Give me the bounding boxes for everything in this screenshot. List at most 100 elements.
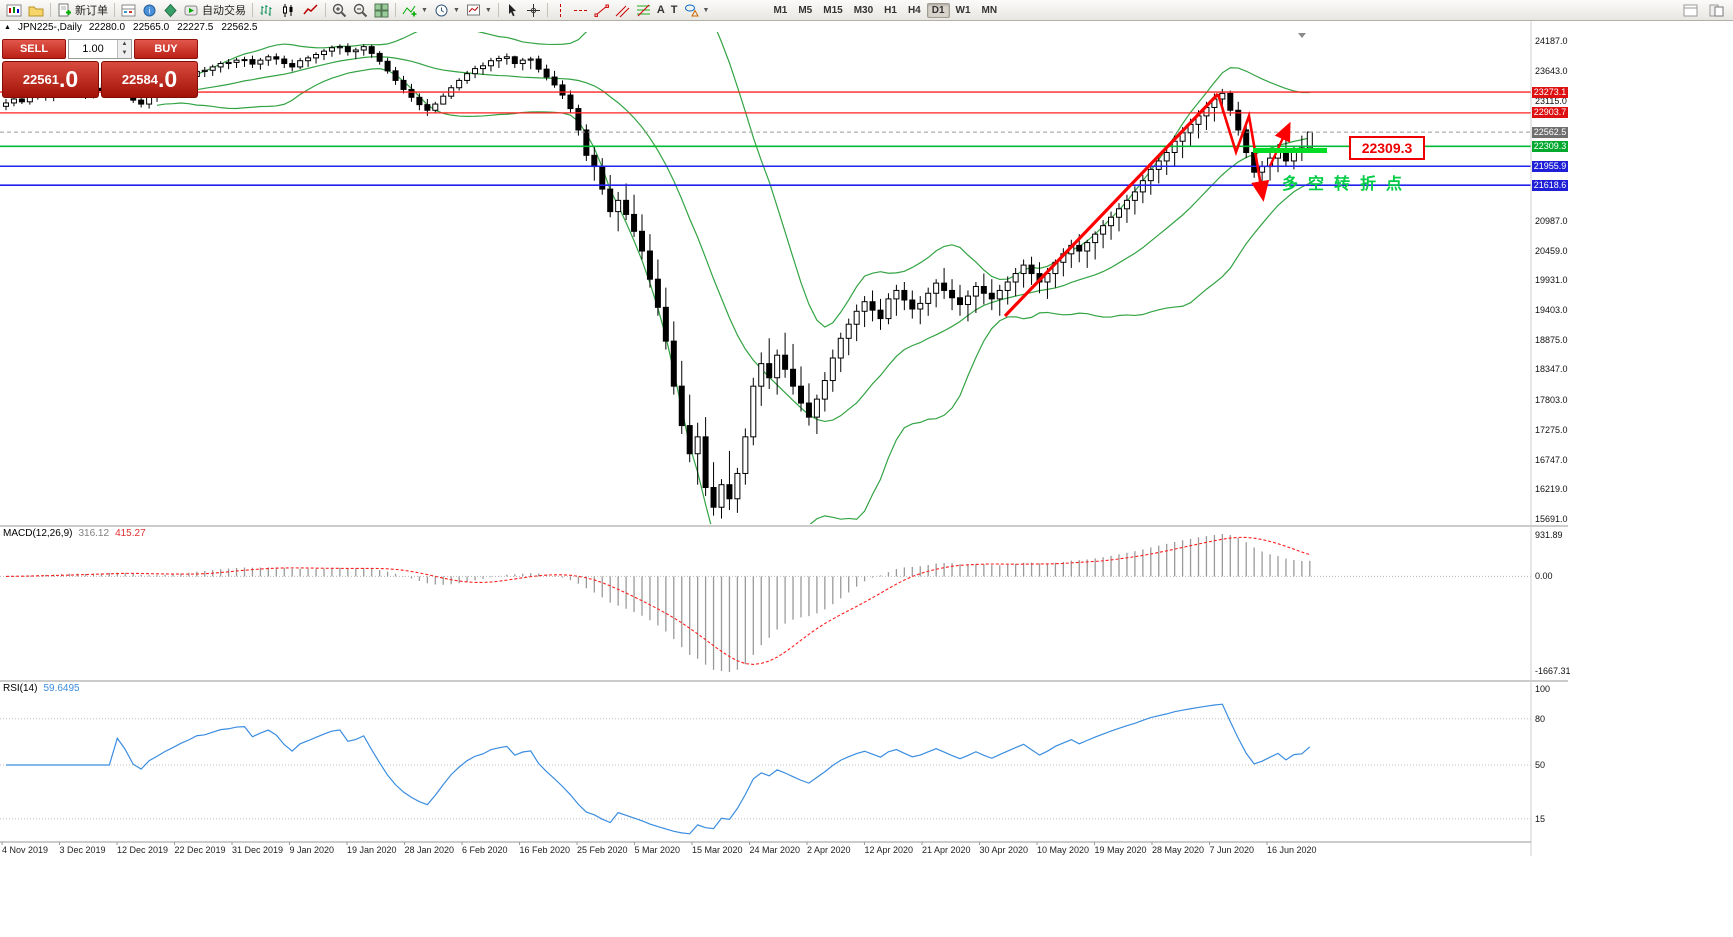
rsi-header: RSI(14) 59.6495 bbox=[3, 683, 80, 694]
crosshair-icon bbox=[526, 3, 540, 17]
chart-shift-marker[interactable] bbox=[1298, 33, 1306, 38]
sell-button[interactable]: SELL bbox=[2, 39, 66, 59]
rsi-label: RSI(14) bbox=[3, 683, 38, 694]
buy-price-button[interactable]: 22584 .0 bbox=[101, 61, 198, 98]
chevron-down-icon: ▼ bbox=[484, 6, 492, 14]
autotrading-button[interactable]: 自动交易 bbox=[181, 2, 249, 19]
volume-value[interactable]: 1.00 bbox=[82, 43, 104, 55]
timeframe-m1[interactable]: M1 bbox=[773, 4, 788, 16]
ohlc-low: 22227.5 bbox=[177, 21, 214, 33]
buy-price-main: 22584 bbox=[121, 72, 158, 87]
tile-windows-button[interactable] bbox=[371, 2, 392, 19]
date-axis-label: 28 May 2020 bbox=[1152, 845, 1205, 855]
navigator-button[interactable] bbox=[160, 2, 181, 19]
timeframe-d1[interactable]: D1 bbox=[926, 2, 950, 18]
bollinger-bands bbox=[156, 32, 1311, 524]
chevron-down-icon: ▼ bbox=[421, 6, 428, 14]
toolbar-right-group bbox=[1680, 2, 1730, 19]
price-axis-label: 18875.0 bbox=[1535, 334, 1568, 345]
window-list-button[interactable] bbox=[1680, 2, 1701, 19]
vertical-line-icon bbox=[559, 3, 561, 17]
price-axis-label: 17275.0 bbox=[1535, 424, 1568, 435]
price-callout[interactable]: 22309.3 bbox=[1349, 136, 1425, 160]
shapes-icon bbox=[684, 4, 699, 16]
toolbar-separator bbox=[546, 3, 548, 17]
docking-button[interactable] bbox=[1706, 2, 1727, 19]
timeframe-m15[interactable]: M15 bbox=[823, 4, 843, 16]
rsi-axis-label: 80 bbox=[1535, 713, 1546, 724]
zoom-out-icon bbox=[353, 3, 368, 17]
price-axis-label: 19931.0 bbox=[1535, 275, 1568, 286]
date-axis-label: 16 Feb 2020 bbox=[519, 845, 571, 855]
price-axis-label: 20459.0 bbox=[1535, 245, 1568, 256]
zoom-in-button[interactable] bbox=[329, 2, 350, 19]
date-axis-label: 5 Mar 2020 bbox=[634, 845, 681, 855]
compass-icon bbox=[164, 3, 177, 17]
price-axis-label: 18347.0 bbox=[1535, 364, 1568, 375]
spinner-down-icon[interactable]: ▼ bbox=[118, 49, 131, 58]
date-axis-label: 16 Jun 2020 bbox=[1267, 845, 1317, 855]
support-bar-annotation[interactable] bbox=[1253, 148, 1327, 153]
cursor-button[interactable] bbox=[502, 2, 523, 19]
price-badge: 22903.7 bbox=[1532, 107, 1568, 119]
price-axis-label: 23643.0 bbox=[1535, 66, 1568, 77]
bar-chart-button[interactable] bbox=[256, 2, 278, 19]
chart-profiles-button[interactable] bbox=[25, 2, 47, 19]
fibonacci-button[interactable] bbox=[633, 2, 654, 19]
sell-price-frac: .0 bbox=[58, 66, 79, 92]
price-axis-label: 24187.0 bbox=[1535, 35, 1568, 46]
line-chart-button[interactable] bbox=[300, 2, 322, 19]
text-label-button[interactable]: T bbox=[668, 2, 681, 19]
volume-input[interactable]: 1.00 ▲ ▼ bbox=[68, 39, 132, 59]
fibonacci-icon bbox=[636, 4, 650, 16]
date-axis-label: 31 Dec 2019 bbox=[232, 845, 284, 855]
spinner-up-icon[interactable]: ▲ bbox=[118, 40, 131, 49]
text-icon: A bbox=[656, 4, 665, 16]
date-axis-label: 12 Apr 2020 bbox=[864, 845, 914, 855]
timeframe-h1[interactable]: H1 bbox=[884, 4, 897, 16]
chart-canvas[interactable] bbox=[0, 0, 1568, 862]
horizontal-line-button[interactable] bbox=[570, 2, 591, 19]
timeframe-w1[interactable]: W1 bbox=[955, 4, 971, 16]
date-axis-label: 22 Dec 2019 bbox=[174, 845, 226, 855]
macd-axis-label: 0.00 bbox=[1535, 571, 1553, 582]
templates-button[interactable]: ▼ bbox=[463, 2, 495, 19]
volume-spinner[interactable]: ▲ ▼ bbox=[117, 40, 131, 58]
date-axis-label: 21 Apr 2020 bbox=[922, 845, 971, 855]
rsi-axis-label: 15 bbox=[1535, 813, 1546, 824]
chart-tab-icon: ▲ bbox=[4, 23, 11, 31]
market-watch-icon bbox=[121, 4, 136, 16]
price-axis-label: 19403.0 bbox=[1535, 304, 1568, 315]
equidistant-channel-button[interactable] bbox=[612, 2, 633, 19]
autotrading-label: 自动交易 bbox=[202, 5, 246, 17]
market-watch-button[interactable] bbox=[118, 2, 139, 19]
trendline-button[interactable] bbox=[591, 2, 612, 19]
timeframe-mn[interactable]: MN bbox=[981, 4, 998, 16]
new-order-button[interactable]: 新订单 bbox=[54, 2, 111, 19]
vertical-line-button[interactable] bbox=[551, 2, 570, 19]
text-button[interactable]: A bbox=[654, 2, 668, 19]
tile-windows-icon bbox=[374, 3, 389, 17]
timeframe-toolbar: M1 M5 M15 M30 H1 H4 D1 W1 MN bbox=[768, 2, 1002, 18]
indicators-button[interactable]: ▼ bbox=[399, 2, 431, 19]
timeframe-m5[interactable]: M5 bbox=[798, 4, 813, 16]
buy-button[interactable]: BUY bbox=[134, 39, 198, 59]
rsi-axis-label: 50 bbox=[1535, 760, 1546, 770]
data-window-button[interactable]: i bbox=[139, 2, 160, 19]
indicators-layer bbox=[0, 534, 1531, 835]
price-axis-label: 15691.0 bbox=[1535, 513, 1568, 524]
clock-icon bbox=[435, 4, 448, 16]
autotrading-icon bbox=[184, 5, 198, 15]
timeframe-h4[interactable]: H4 bbox=[907, 4, 921, 16]
macd-main-value: 316.12 bbox=[78, 528, 110, 539]
sell-price-button[interactable]: 22561 .0 bbox=[2, 61, 99, 98]
timeframe-m30[interactable]: M30 bbox=[853, 4, 874, 16]
new-chart-button[interactable] bbox=[3, 2, 25, 19]
pivot-point-label[interactable]: 多空转折点 bbox=[1282, 176, 1413, 193]
trendline-icon bbox=[594, 4, 609, 17]
crosshair-button[interactable] bbox=[523, 2, 544, 19]
periods-button[interactable]: ▼ bbox=[431, 2, 463, 19]
zoom-out-button[interactable] bbox=[350, 2, 371, 19]
candlestick-chart-button[interactable] bbox=[278, 2, 300, 19]
arrows-button[interactable]: ▼ bbox=[681, 2, 713, 19]
